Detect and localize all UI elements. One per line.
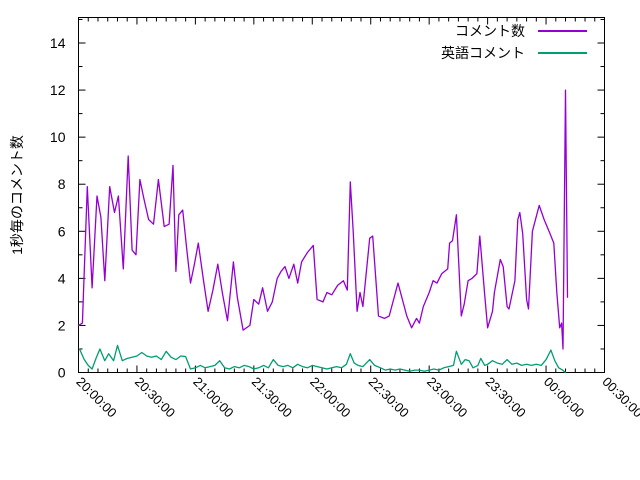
x-tick-label: 22:00:00 [307, 374, 353, 420]
legend-line-sample-english-comments [538, 52, 587, 54]
y-tick-label: 2 [58, 317, 66, 333]
y-tick-label: 12 [50, 82, 66, 98]
y-tick-label: 4 [58, 270, 66, 286]
x-tick-label: 23:30:00 [482, 374, 528, 420]
legend-row-comments: コメント数 [441, 21, 587, 41]
x-tick-label: 20:30:00 [132, 374, 178, 420]
y-tick-label: 14 [50, 35, 66, 51]
legend-row-english-comments: 英語コメント [441, 43, 587, 63]
x-tick-label: 00:30:00 [599, 374, 640, 420]
legend-label-english-comments: 英語コメント [441, 45, 525, 61]
y-tick-label: 10 [50, 129, 66, 145]
series-line-english-comments [78, 344, 567, 374]
x-tick-label: 23:00:00 [424, 374, 470, 420]
x-tick-label: 20:00:00 [73, 374, 119, 420]
x-tick-label: 22:30:00 [366, 374, 412, 420]
y-tick-label: 8 [58, 176, 66, 192]
x-tick-label: 21:00:00 [190, 374, 236, 420]
legend-line-sample-comments [538, 30, 587, 32]
y-axis-title: 1秒毎のコメント数 [9, 135, 25, 255]
x-tick-label: 21:30:00 [249, 374, 295, 420]
series-line-comments [77, 89, 569, 350]
plot-border [78, 17, 605, 373]
x-tick-label: 00:00:00 [541, 374, 587, 420]
y-tick-label: 0 [58, 365, 66, 381]
legend-label-comments: コメント数 [455, 23, 525, 39]
y-tick-label: 6 [58, 223, 66, 239]
legend: コメント数 英語コメント [441, 21, 587, 63]
